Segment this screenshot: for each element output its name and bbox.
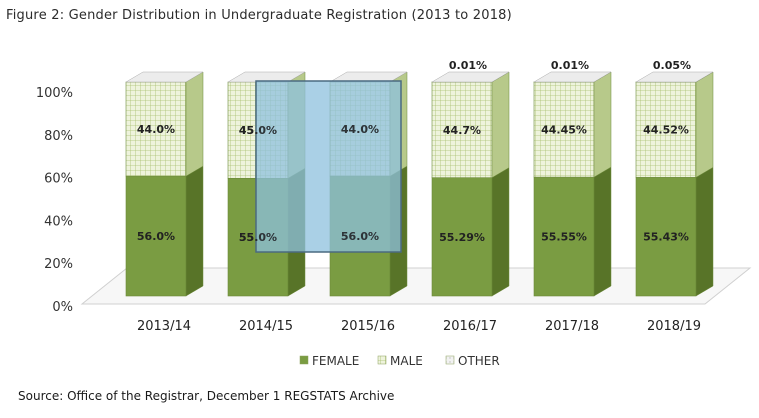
source-note: Source: Office of the Registrar, Decembe… — [18, 389, 395, 403]
bar-side-female — [185, 165, 204, 297]
bar-segment-female — [431, 177, 493, 297]
legend-swatch-male — [377, 355, 387, 365]
y-tick-label: 0% — [52, 300, 73, 315]
data-label-female-overlay: 55.0% — [239, 231, 277, 244]
legend-label-female: FEMALE — [312, 354, 359, 368]
bar-top — [125, 71, 204, 83]
bar-side-female — [593, 166, 612, 297]
bar-segment-male — [635, 81, 697, 178]
data-label-male-overlay: 44.0% — [341, 123, 379, 136]
bar-top — [635, 71, 714, 83]
y-tick-label: 40% — [44, 214, 73, 229]
bar-stack: 55.29% 44.7% 0.01% — [431, 59, 510, 297]
data-label-male: 44.52% — [643, 124, 689, 137]
y-tick-label: 60% — [44, 172, 73, 187]
bar-segment-male — [431, 81, 493, 178]
data-label-female: 55.29% — [439, 231, 485, 244]
bar-stack: 55.55% 44.45% 0.01% — [533, 59, 612, 297]
y-tick-label: 100% — [36, 86, 73, 101]
data-label-male: 44.0% — [137, 123, 175, 136]
bar-side-female — [695, 166, 714, 297]
bar-stack: 55.43% 44.52% 0.05% — [635, 59, 714, 297]
bar-top — [431, 71, 510, 83]
data-label-female-overlay: 56.0% — [341, 230, 379, 243]
y-tick-label: 80% — [44, 129, 73, 144]
highlight-box — [255, 80, 402, 253]
bar-side-male — [185, 71, 204, 177]
bar-side-female — [491, 167, 510, 297]
data-label-male-overlay: 45.0% — [239, 124, 277, 137]
data-label-male: 44.45% — [541, 124, 587, 137]
y-tick-label: 20% — [44, 257, 73, 272]
legend-swatch-female — [299, 355, 309, 365]
legend-label-other: OTHER — [458, 354, 500, 368]
bar-segment-female — [125, 175, 187, 297]
bar-stack: 56.0% 44.0% — [125, 71, 204, 297]
category-labels: 2013/14 2014/15 2015/16 2016/17 2017/18 2018/… — [137, 319, 701, 334]
category-label: 2015/16 — [341, 319, 395, 334]
bar-side-male — [491, 71, 510, 179]
bar-top — [533, 71, 612, 83]
category-label: 2018/19 — [647, 319, 701, 334]
bar-segment-female — [635, 177, 697, 297]
y-axis: 0% 20% 40% 60% 80% 100% — [36, 86, 73, 315]
highlight-overlay: 55.0% 45.0% 56.0% 44.0% — [239, 80, 402, 253]
data-label-female: 56.0% — [137, 230, 175, 243]
bars: 56.0% 44.0% 55.0% 45.0% 56.0% 44.0% 55.29% 44.7… — [125, 59, 714, 297]
bar-side-male — [593, 71, 612, 178]
data-label-other: 0.01% — [551, 59, 589, 72]
bar-segment-male — [533, 81, 595, 178]
chart-title: Figure 2: Gender Distribution in Undergr… — [6, 8, 512, 23]
legend-swatch-other — [445, 355, 455, 365]
data-label-female: 55.55% — [541, 231, 587, 244]
data-label-female: 55.43% — [643, 231, 689, 244]
category-label: 2016/17 — [443, 319, 497, 334]
category-label: 2017/18 — [545, 319, 599, 334]
data-label-male: 44.7% — [443, 124, 481, 137]
category-label: 2013/14 — [137, 319, 191, 334]
legend-label-male: MALE — [390, 354, 423, 368]
legend: FEMALE MALE OTHER — [299, 354, 500, 368]
data-label-other: 0.05% — [653, 59, 691, 72]
bar-side-male — [695, 71, 714, 178]
data-label-other: 0.01% — [449, 59, 487, 72]
category-label: 2014/15 — [239, 319, 293, 334]
